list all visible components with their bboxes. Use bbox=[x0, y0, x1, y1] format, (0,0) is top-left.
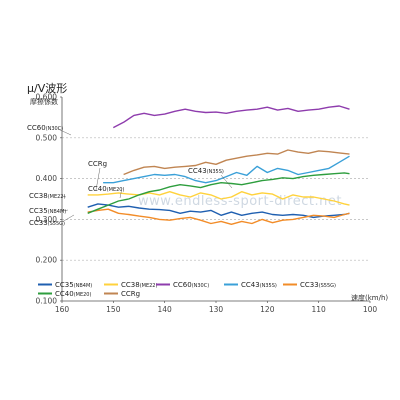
series-lines bbox=[87, 105, 350, 226]
legend-sublabel-cc38: (ME22) bbox=[140, 283, 158, 289]
series-line-cc40 bbox=[87, 172, 350, 214]
y-tick-label-4: 0.200 bbox=[36, 256, 58, 265]
annotation-leader-cc43 bbox=[220, 174, 233, 189]
legend-sublabel-cc43: (N35S) bbox=[260, 283, 277, 289]
legend-sublabel-cc40: (ME20) bbox=[74, 292, 92, 298]
legend-label-ccrg: CCRg bbox=[121, 290, 140, 298]
x-tick-label-2: 140 bbox=[158, 305, 173, 314]
annotation-leader-ccrg bbox=[95, 167, 101, 191]
chart-title: μ/V波形 bbox=[27, 82, 67, 95]
y-tick-label-3: 0.300 bbox=[36, 215, 58, 224]
legend-label-cc33: CC33(S55G) bbox=[300, 281, 336, 289]
legend-sublabel-cc35: (NB4M) bbox=[74, 283, 93, 289]
annotation-label-cc33: CC33(S55G) bbox=[29, 219, 65, 227]
legend-label-cc60: CC60(N30C) bbox=[173, 281, 209, 289]
series-line-cc38 bbox=[87, 190, 350, 206]
annotation-label-cc40: CC40(ME20) bbox=[88, 185, 124, 193]
watermark: www.endless-sport-direct.net bbox=[138, 194, 342, 209]
series-line-ccrg bbox=[123, 149, 350, 176]
series-line-cc43 bbox=[103, 155, 350, 184]
y-tick-label-2: 0.400 bbox=[36, 174, 58, 183]
y-tick-label-1: 0.500 bbox=[36, 133, 58, 142]
x-tick-label-5: 110 bbox=[312, 305, 327, 314]
x-tick-label-4: 120 bbox=[260, 305, 275, 314]
annotation-label-cc43: CC43(N35S) bbox=[188, 167, 224, 175]
legend-label-cc35: CC35(NB4M) bbox=[55, 281, 92, 289]
x-tick-label-1: 150 bbox=[106, 305, 121, 314]
annotation-leader-cc35 bbox=[61, 209, 69, 212]
legend-label-cc43: CC43(N35S) bbox=[241, 281, 277, 289]
annotation-leader-cc40 bbox=[119, 187, 123, 199]
y-axis-label: 摩擦係数 bbox=[30, 97, 58, 106]
annotation-leader-cc60 bbox=[57, 128, 72, 136]
legend-label-cc40: CC40(ME20) bbox=[55, 290, 91, 298]
annotation-sublabel-cc40: (ME20) bbox=[107, 187, 125, 193]
annotation-sublabel-cc43: (N35S) bbox=[207, 169, 224, 175]
annotation-leader-cc33 bbox=[61, 214, 75, 223]
x-tick-labels: 160 150 140 130 120 110 100 bbox=[55, 301, 378, 314]
legend: CC35(NB4M) CC38(ME22) CC60(N30C) CC43(N35S)… bbox=[38, 281, 336, 298]
annotation-label-ccrg: CCRg bbox=[88, 160, 107, 168]
x-axis-label: 速度(km/h) bbox=[351, 293, 388, 302]
y-tick-label-0: 0.600 bbox=[36, 93, 58, 102]
series-line-cc33 bbox=[87, 208, 350, 226]
y-tick-label-5: 0.100 bbox=[36, 297, 58, 306]
y-tick-labels: 0.600 0.500 0.400 0.300 0.200 0.100 bbox=[36, 93, 62, 306]
annotation-sublabel-cc33: (S55G) bbox=[48, 221, 65, 227]
legend-label-cc38: CC38(ME22) bbox=[121, 281, 157, 289]
x-tick-label-3: 130 bbox=[209, 305, 224, 314]
annotation-label-cc60: CC60(N30C) bbox=[27, 124, 63, 132]
annotation-label-cc35: CC35(NB4M) bbox=[29, 207, 66, 215]
annotation-leader-cc38 bbox=[61, 195, 67, 198]
annotation-sublabel-cc60: (N30C) bbox=[46, 126, 64, 132]
legend-sublabel-cc60: (N30C) bbox=[192, 283, 210, 289]
x-tick-label-0: 160 bbox=[55, 305, 70, 314]
series-annotations: CC60(N30C) CCRg CC43(N35S) CC38(ME22) CC40(M… bbox=[27, 124, 233, 227]
grid bbox=[62, 137, 370, 261]
annotation-label-cc38: CC38(ME22) bbox=[29, 192, 65, 200]
legend-sublabel-cc33: (S55G) bbox=[319, 283, 336, 289]
x-tick-label-6: 100 bbox=[363, 305, 378, 314]
series-line-cc60 bbox=[112, 105, 350, 129]
annotation-sublabel-cc35: (NB4M) bbox=[48, 209, 67, 215]
annotation-sublabel-cc38: (ME22) bbox=[48, 194, 66, 200]
